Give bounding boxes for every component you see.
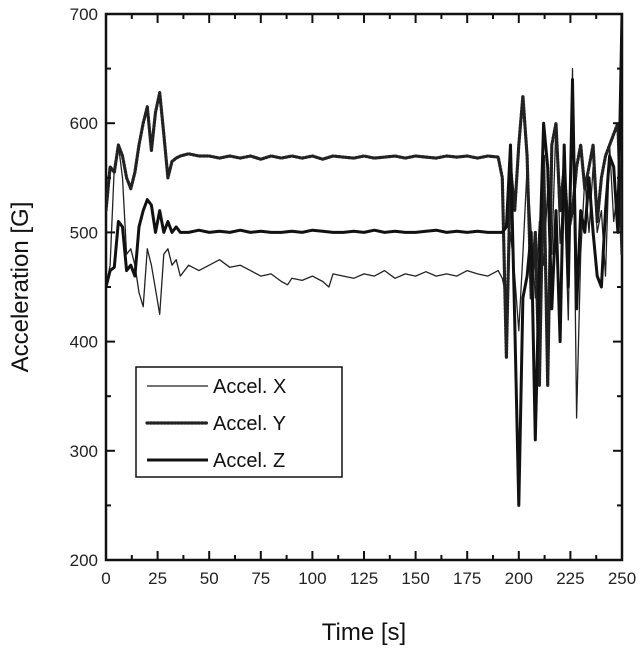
legend-label-accel-z: Accel. Z [213,450,285,472]
x-tick-label: 225 [556,569,584,588]
x-tick-label: 25 [148,569,167,588]
ticks-layer [105,13,623,561]
x-tick-label: 125 [350,569,378,588]
x-axis-title: Time [s] [322,619,406,646]
x-tick-label: 50 [200,569,219,588]
x-tick-label: 150 [401,569,429,588]
tick-labels-layer: 0 25 50 75 100 125 150 175 200 225 250 200 300 400 500… [70,5,637,588]
legend: Accel. X Accel. Y Accel. Z [135,366,343,478]
y-axis-title: Acceleration [G] [7,202,34,373]
series-line-accel-z [106,14,622,507]
y-tick-label: 200 [70,551,98,570]
y-tick-label: 500 [70,223,98,242]
x-tick-label: 0 [101,569,110,588]
x-tick-label: 100 [298,569,326,588]
y-tick-label: 300 [70,442,98,461]
y-tick-label: 400 [70,333,98,352]
series-layer [106,14,622,507]
legend-label-accel-x: Accel. X [213,376,286,398]
x-tick-label: 75 [251,569,270,588]
y-tick-label: 600 [70,114,98,133]
legend-label-accel-y: Accel. Y [213,413,286,435]
x-tick-label: 250 [608,569,636,588]
x-tick-label: 175 [453,569,481,588]
x-tick-label: 200 [505,569,533,588]
y-tick-label: 700 [70,5,98,24]
